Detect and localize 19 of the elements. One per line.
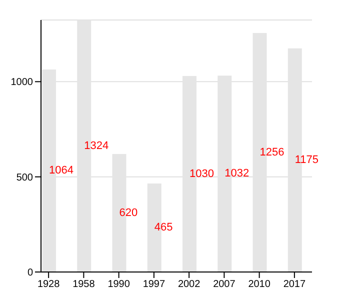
data-label: 1175 [294, 154, 319, 166]
y-tick-label: 500 [16, 172, 34, 184]
x-tick-label: 1997 [142, 279, 166, 290]
y-tick-label: 0 [27, 268, 34, 279]
x-tick-label: 2002 [178, 279, 201, 290]
data-label: 1030 [190, 168, 214, 180]
x-tick-label: 1990 [108, 279, 130, 290]
x-tick-label: 2010 [248, 279, 271, 290]
data-label: 1032 [224, 168, 250, 180]
x-tick-label: 2007 [213, 279, 236, 290]
y-tick-label: 1000 [10, 77, 34, 88]
data-label: 620 [119, 206, 138, 219]
data-label: 1324 [84, 140, 109, 152]
data-label: 1256 [260, 146, 284, 158]
data-label: 1064 [49, 164, 74, 177]
data-label: 465 [154, 222, 173, 234]
x-tick-label: 2017 [283, 279, 306, 290]
x-tick-label: 1958 [72, 279, 96, 290]
x-tick-label: 1928 [37, 279, 60, 290]
